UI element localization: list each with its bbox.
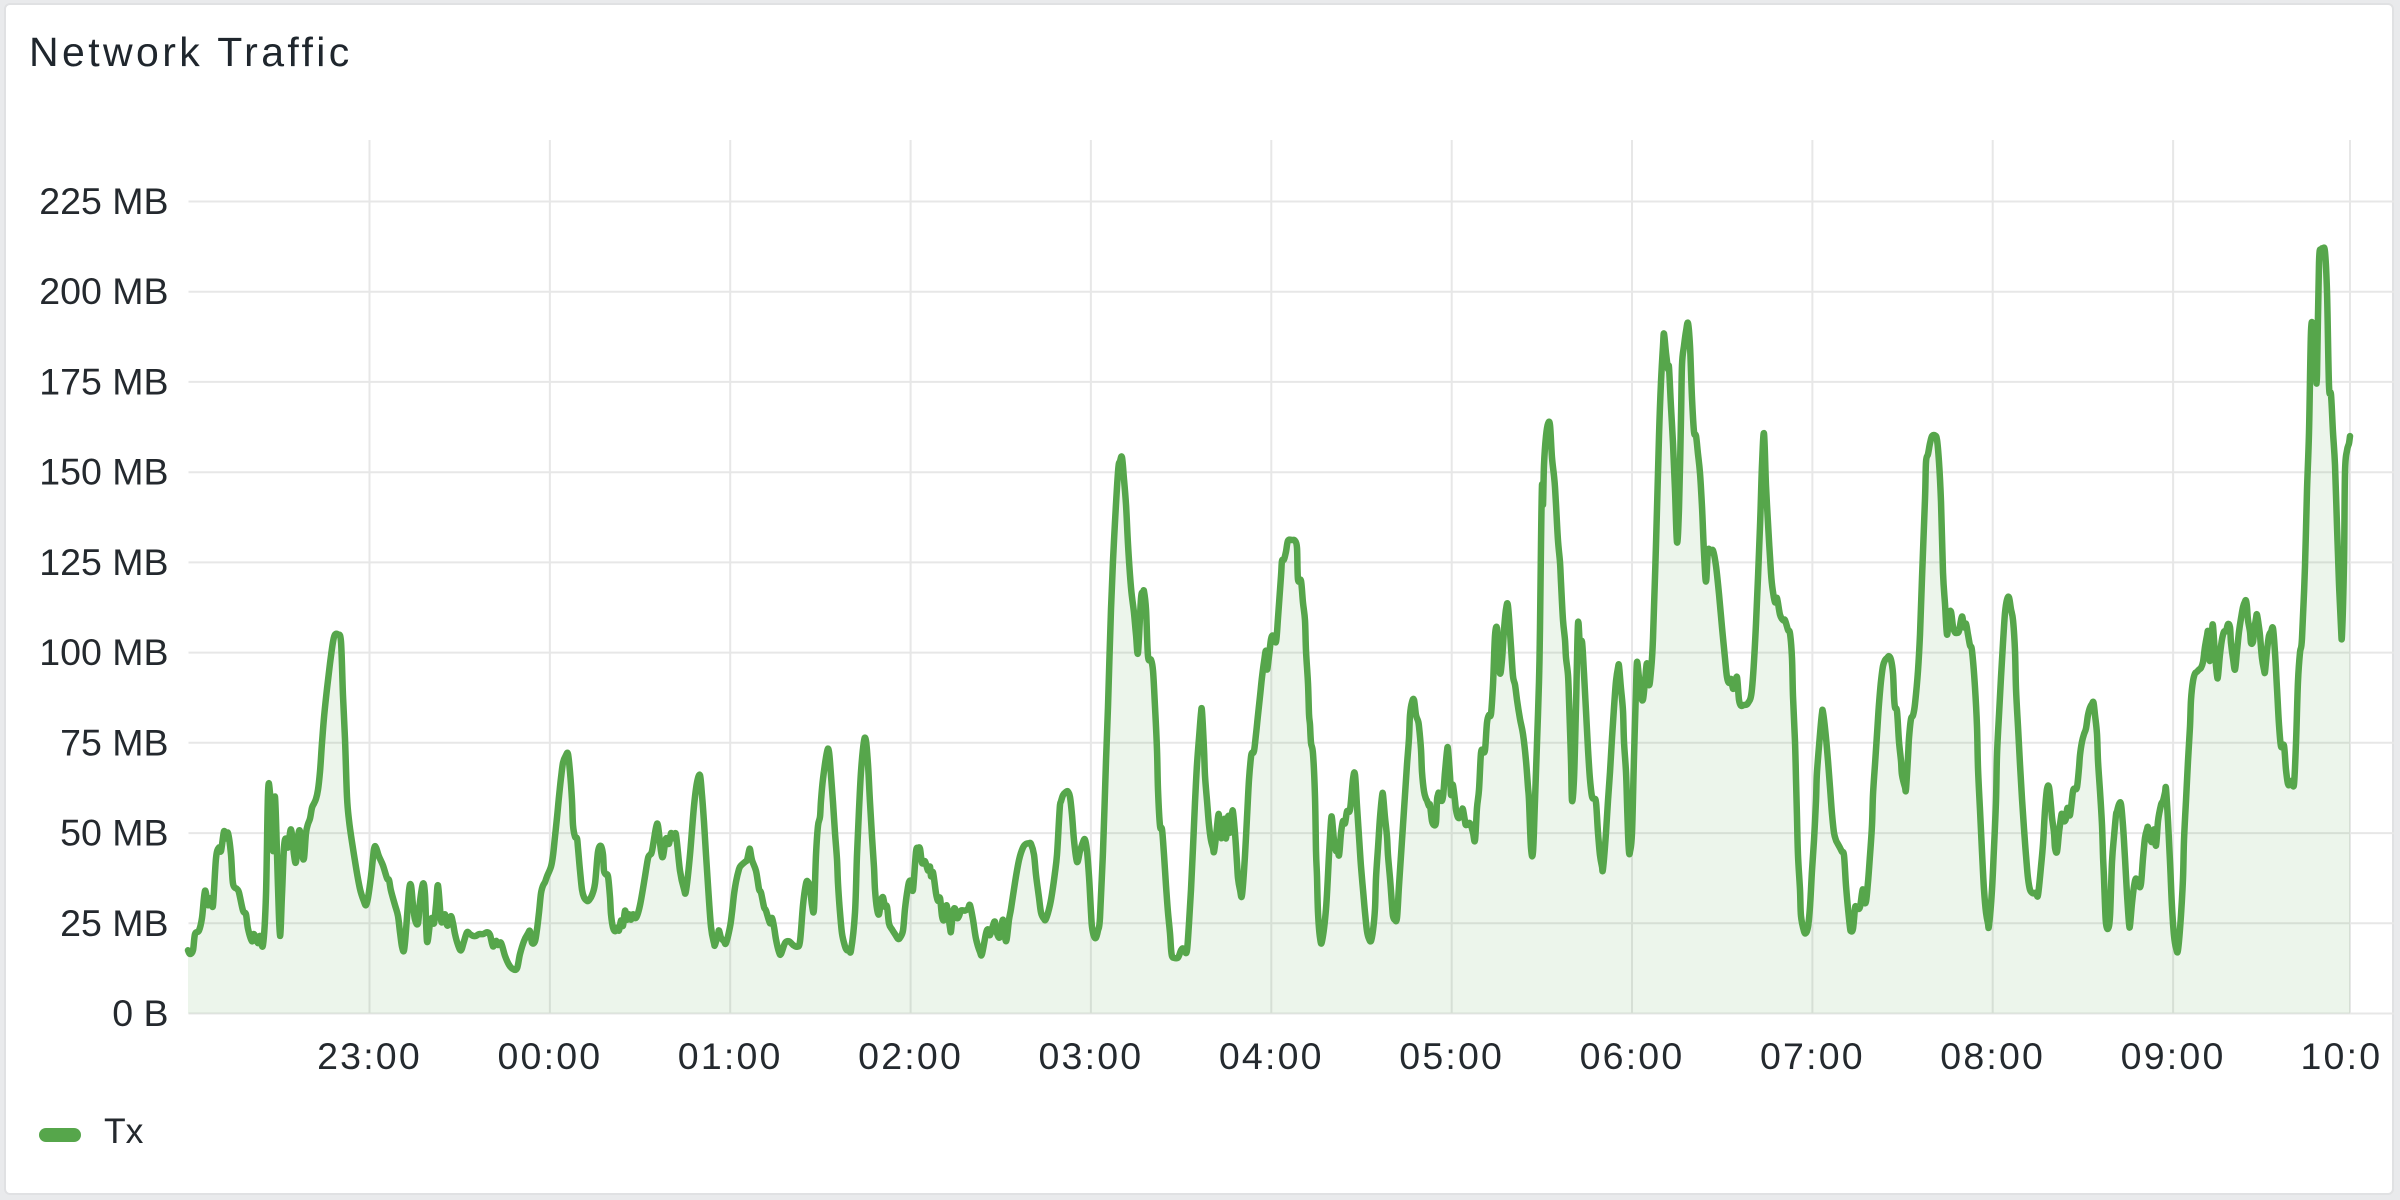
svg-text:01:00: 01:00 [678,1035,783,1077]
svg-text:Network Traffic: Network Traffic [29,29,353,75]
svg-text:200 MB: 200 MB [39,270,168,312]
svg-text:07:00: 07:00 [1760,1035,1865,1077]
svg-text:04:00: 04:00 [1219,1035,1324,1077]
svg-text:100 MB: 100 MB [39,631,168,673]
svg-text:06:00: 06:00 [1580,1035,1685,1077]
svg-text:08:00: 08:00 [1940,1035,2045,1077]
svg-text:03:00: 03:00 [1038,1035,1143,1077]
svg-text:23:00: 23:00 [317,1035,422,1077]
svg-text:05:00: 05:00 [1399,1035,1504,1077]
svg-text:25 MB: 25 MB [60,902,168,944]
svg-text:175 MB: 175 MB [39,360,168,402]
svg-text:02:00: 02:00 [858,1035,963,1077]
svg-text:225 MB: 225 MB [39,180,168,222]
svg-text:125 MB: 125 MB [39,541,168,583]
svg-text:09:00: 09:00 [2121,1035,2226,1077]
svg-text:0 B: 0 B [112,992,168,1034]
svg-text:150 MB: 150 MB [39,451,168,493]
svg-text:50 MB: 50 MB [60,812,168,854]
svg-text:75 MB: 75 MB [60,721,168,763]
svg-text:00:00: 00:00 [497,1035,602,1077]
svg-text:Tx: Tx [104,1111,144,1151]
svg-text:10:0: 10:0 [2301,1035,2383,1077]
